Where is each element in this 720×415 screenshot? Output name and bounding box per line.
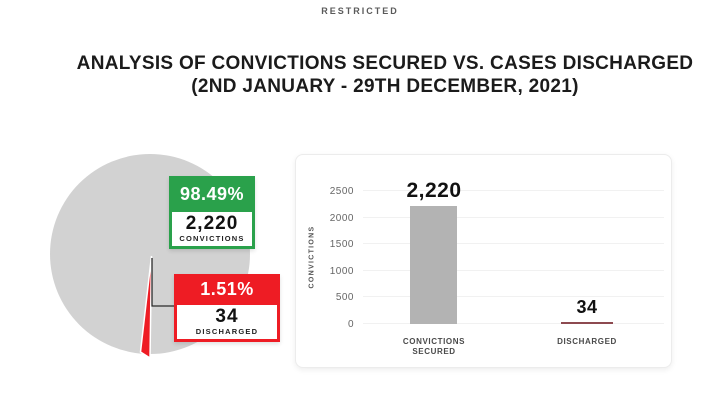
x-category-label: CONVICTIONS SECURED [402, 337, 466, 356]
bar-plot-area: 2,220 34 [363, 179, 664, 324]
discharged-callout: 1.51% 34 DISCHARGED [174, 274, 280, 342]
convictions-callout: 98.49% 2,220 CONVICTIONS [169, 176, 255, 249]
y-tick-label: 500 [335, 292, 354, 304]
y-tick-label: 0 [347, 319, 354, 330]
convictions-callout-label: CONVICTIONS [179, 234, 245, 243]
convictions-callout-value: 2,220 [185, 213, 239, 234]
convictions-callout-body: 2,220 CONVICTIONS [169, 212, 255, 249]
convictions-callout-percent: 98.49% [169, 176, 255, 212]
bar-value-label: 34 [576, 297, 598, 317]
callout-leader-line [151, 258, 175, 307]
discharged-callout-percent: 1.51% [174, 274, 280, 305]
y-axis-ticks: 0 500 1000 1500 2000 2500 [296, 186, 354, 330]
bar-chart-card: CONVICTIONS 0 500 1000 1500 2000 2500 2,220 3… [295, 154, 672, 368]
gridline [363, 323, 664, 324]
gridline [363, 296, 664, 298]
classification-banner: RESTRICTED [321, 6, 399, 16]
page-title: ANALYSIS OF CONVICTIONS SECURED VS. CASE… [50, 52, 720, 98]
discharged-callout-label: DISCHARGED [195, 327, 259, 336]
y-tick-label: 1500 [329, 239, 354, 251]
gridline [363, 269, 664, 271]
page-title-line1: ANALYSIS OF CONVICTIONS SECURED VS. CASE… [76, 53, 694, 74]
gridline [363, 190, 664, 191]
bar-value-label: 2,220 [406, 179, 462, 202]
gridline [363, 243, 664, 245]
x-category-label: DISCHARGED [557, 337, 617, 346]
y-tick-label: 1000 [329, 265, 354, 277]
y-tick-label: 2500 [329, 186, 354, 197]
gridline [363, 216, 664, 218]
discharged-callout-value: 34 [215, 306, 239, 327]
pie-slice-discharged [139, 255, 153, 360]
discharged-callout-body: 34 DISCHARGED [174, 305, 280, 342]
bar [410, 205, 457, 324]
y-tick-label: 2000 [329, 212, 354, 224]
bar [561, 321, 613, 324]
page-title-line2: (2ND JANUARY - 29TH DECEMBER, 2021) [191, 76, 579, 97]
